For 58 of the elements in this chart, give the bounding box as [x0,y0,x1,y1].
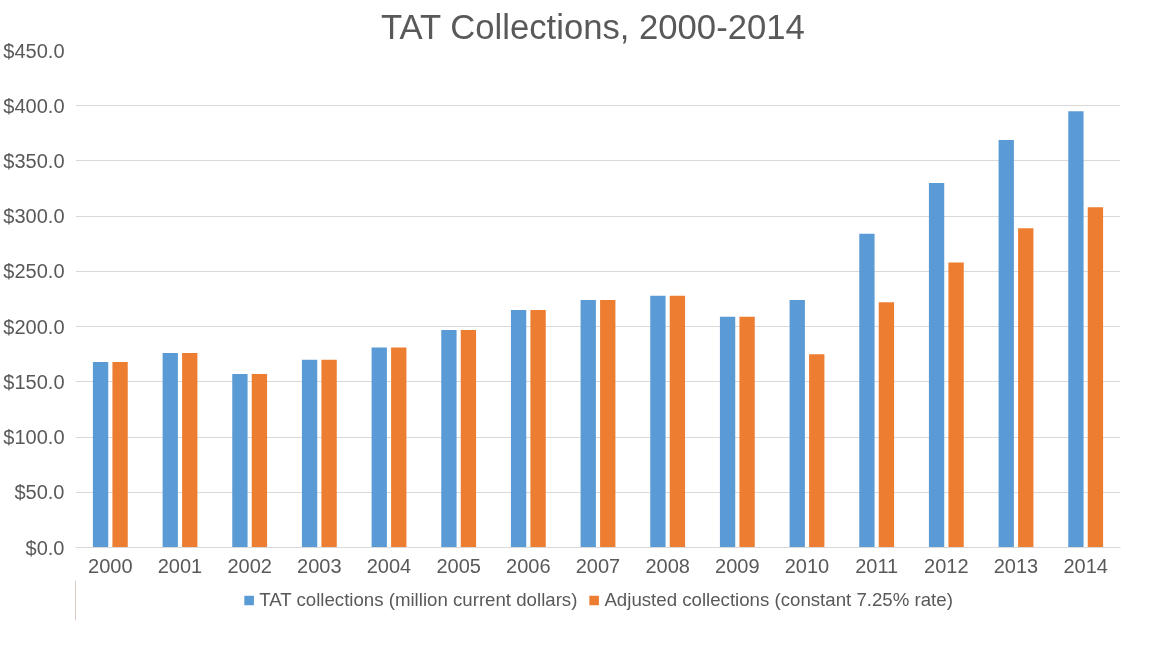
x-tick-label: 2006 [506,554,551,577]
bar [719,316,736,548]
bar [301,359,318,548]
chart-title: TAT Collections, 2000-2014 [380,7,805,46]
y-tick-label: $0.0 [25,536,65,559]
bar [510,310,527,548]
x-tick-label: 2008 [645,554,690,577]
bar [371,347,387,548]
x-tick-label: 2012 [924,554,969,577]
y-tick-label: $200.0 [3,315,65,338]
bar [1068,111,1084,548]
bar [650,295,666,548]
bar [162,353,178,548]
y-tick-label: $100.0 [3,426,65,449]
y-tick-label: $150.0 [3,370,65,393]
bar [928,183,945,548]
x-tick-label: 2014 [1063,554,1108,577]
bar [859,233,875,548]
bar [112,361,128,548]
bar [948,262,964,548]
bar [441,329,457,548]
x-tick-label: 2002 [227,554,272,577]
x-tick-label: 2013 [993,554,1039,577]
bar [739,316,755,548]
bar [460,329,477,548]
x-tick-label: 2004 [366,554,412,577]
x-tick-label: 2010 [784,554,830,577]
y-tick-label: $450.0 [3,39,65,62]
x-tick-label: 2000 [88,554,133,577]
x-tick-label: 2011 [855,554,899,577]
bar [182,353,198,548]
y-tick-label: $350.0 [3,149,65,172]
legend-label: Adjusted collections (constant 7.25% rate) [604,589,953,611]
bar [232,374,248,548]
bar [580,300,596,548]
y-tick-label: $50.0 [14,481,65,504]
bar [251,374,268,548]
bar [878,302,895,548]
bar [809,354,825,548]
bar [998,139,1014,548]
y-tick-label: $400.0 [3,94,65,117]
x-tick-label: 2009 [715,554,760,577]
bar [1018,228,1034,548]
bar [600,300,616,548]
bar [321,359,337,548]
bar [92,361,109,548]
bar [1087,207,1104,548]
bar [391,347,407,548]
bar [669,295,686,548]
bar [530,310,546,548]
y-tick-label: $250.0 [3,260,65,283]
legend-label: TAT collections (million current dollars) [259,589,578,611]
bar [789,300,805,548]
x-tick-label: 2001 [157,554,203,577]
x-tick-label: 2007 [575,554,621,577]
y-tick-label: $300.0 [3,205,65,228]
x-tick-label: 2003 [297,554,342,577]
x-tick-label: 2005 [436,554,481,577]
